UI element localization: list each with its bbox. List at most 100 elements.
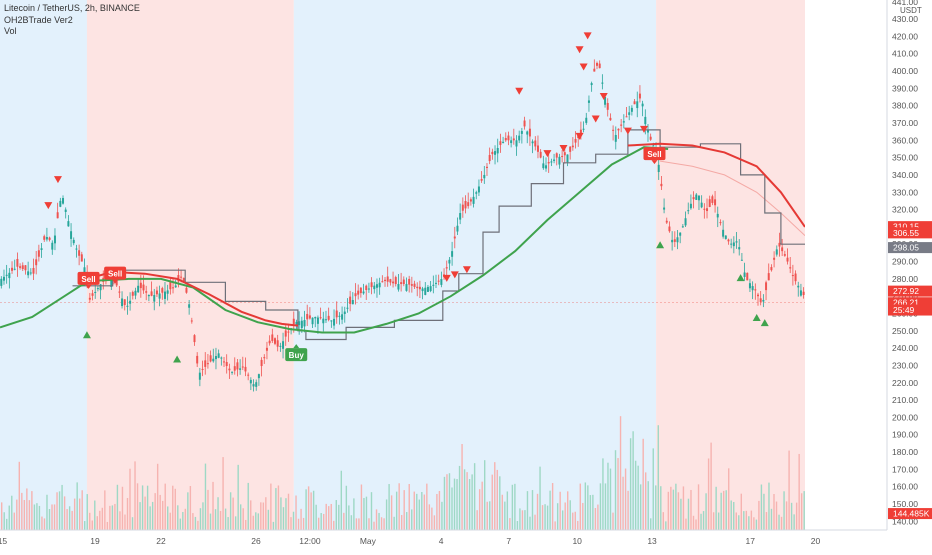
- volume-bar: [556, 503, 559, 530]
- candle-body: [142, 284, 145, 291]
- volume-bar: [63, 496, 66, 530]
- sell-signal-triangle: [579, 63, 588, 71]
- candle-body: [426, 286, 429, 292]
- volume-bar: [343, 512, 345, 530]
- volume-bar: [800, 493, 803, 530]
- sell-label[interactable]: Sell: [77, 271, 100, 289]
- volume-bar: [541, 505, 544, 530]
- candle-body: [456, 225, 459, 232]
- candle-body: [257, 374, 260, 379]
- volume-bar: [622, 476, 624, 530]
- volume-bar: [398, 483, 400, 530]
- candle-body: [24, 265, 27, 271]
- volume-bar: [607, 462, 609, 530]
- candle-body: [327, 315, 330, 320]
- volume-bar: [690, 489, 692, 530]
- candle-body: [534, 140, 537, 147]
- volume-bar: [214, 509, 217, 530]
- y-tick-label: 410.00: [892, 49, 918, 59]
- candle-body: [21, 265, 24, 270]
- volume-bar: [385, 499, 388, 530]
- sell-label[interactable]: Sell: [104, 266, 127, 284]
- sell-signal-triangle: [591, 115, 600, 123]
- volume-bar: [642, 438, 644, 530]
- sell-label[interactable]: Sell: [643, 147, 666, 165]
- volume-bar: [1, 502, 3, 530]
- volume-bar: [692, 515, 695, 530]
- candle-body: [338, 315, 341, 317]
- candle-body: [711, 196, 714, 203]
- candle-body: [464, 200, 467, 209]
- candle-body: [5, 274, 8, 276]
- volume-bar: [11, 495, 13, 530]
- volume-bar: [768, 482, 770, 530]
- candle-body: [802, 291, 805, 296]
- volume-bar: [358, 518, 360, 530]
- candle-body: [783, 254, 786, 256]
- volume-bar: [68, 506, 71, 530]
- trend-zone-3: [656, 0, 805, 530]
- candle-body: [268, 340, 271, 344]
- price-label-bg: [888, 221, 932, 233]
- volume-bar: [619, 416, 622, 530]
- volume-bar: [212, 481, 214, 530]
- volume-bar: [677, 492, 680, 530]
- price-label-bg: [888, 508, 932, 520]
- volume-bar: [151, 501, 154, 530]
- candle-body: [295, 321, 298, 325]
- price-label: 272.92: [893, 286, 919, 296]
- buy-label[interactable]: Buy: [285, 344, 308, 362]
- candle-body: [212, 358, 215, 362]
- volume-bar: [758, 500, 760, 530]
- price-label: 266.21: [893, 298, 919, 308]
- volume-bar: [453, 478, 456, 530]
- candle-body: [402, 279, 405, 285]
- volume-bar: [468, 479, 471, 530]
- candle-body: [507, 135, 510, 141]
- candle-body: [706, 208, 709, 212]
- volume-bar: [667, 491, 670, 530]
- candle-body: [265, 347, 268, 351]
- volume-bar: [456, 479, 458, 530]
- candle-body: [528, 128, 531, 137]
- volume-bar: [637, 465, 639, 530]
- volume-bar: [645, 472, 647, 530]
- volume-bar: [28, 500, 31, 530]
- volume-bar: [489, 501, 491, 530]
- candle-body: [80, 254, 83, 262]
- candle-body: [480, 179, 483, 181]
- candle-body: [681, 226, 684, 228]
- volume-bar: [783, 491, 785, 530]
- volume-bar: [197, 520, 199, 530]
- volume-bar: [466, 472, 468, 530]
- volume-bar: [687, 498, 690, 530]
- candle-body: [196, 355, 199, 364]
- volume-bar: [252, 515, 254, 530]
- candle-body: [748, 283, 751, 289]
- annotation-text: Sell: [81, 275, 95, 284]
- candle-body: [392, 281, 395, 284]
- volume-bar: [582, 502, 584, 530]
- candle-body: [630, 107, 633, 112]
- volume-bar: [428, 504, 431, 530]
- candle-body: [70, 231, 73, 239]
- volume-bar: [146, 485, 149, 530]
- volume-bar: [129, 468, 131, 530]
- volume-bar: [680, 498, 682, 530]
- ema-red-line-2: [627, 142, 806, 228]
- candle-body: [271, 334, 274, 341]
- legend-volume[interactable]: Vol: [4, 26, 17, 36]
- candle-body: [445, 267, 448, 269]
- volume-bar: [448, 473, 451, 530]
- volume-bar: [770, 508, 773, 530]
- volume-bar: [162, 500, 164, 530]
- volume-bar: [109, 505, 111, 530]
- legend-symbol[interactable]: Litecoin / TetherUS, 2h, BINANCE: [4, 3, 140, 13]
- candle-body: [620, 124, 623, 126]
- candle-body: [2, 276, 5, 281]
- legend-indicator[interactable]: OH2BTrade Ver2: [4, 14, 73, 25]
- volume-bar: [61, 484, 63, 530]
- volume-bar: [26, 488, 28, 530]
- time-axis-bg: [0, 530, 932, 550]
